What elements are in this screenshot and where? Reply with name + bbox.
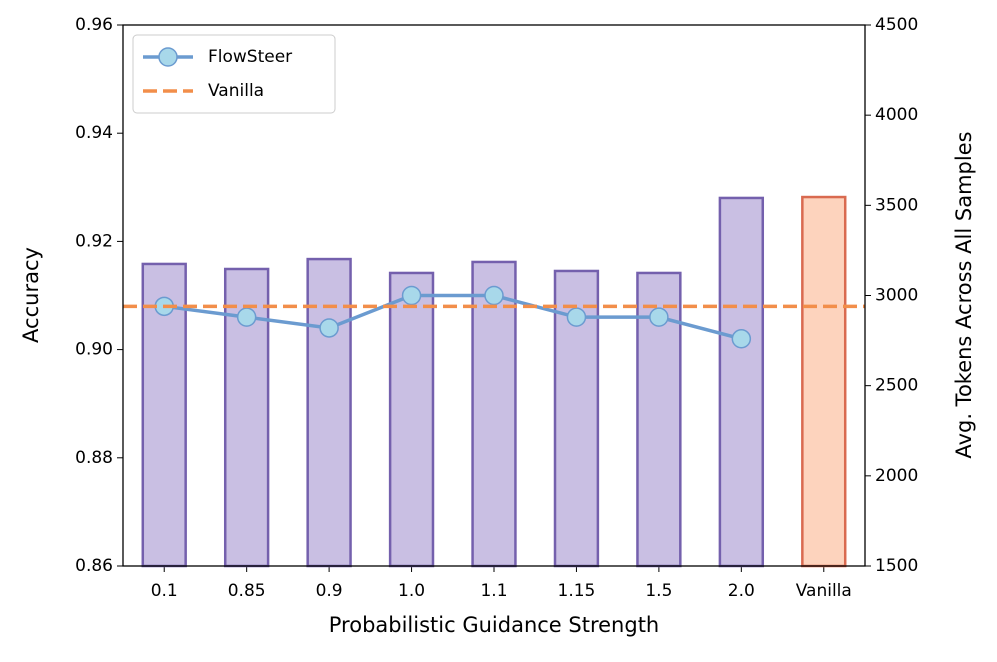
plot-frame [122,24,866,567]
legend-marker [158,47,178,67]
legend-label: Vanilla [208,81,264,101]
y-axis-label: Accuracy [19,247,43,343]
y-tick-label: 0.88 [75,448,113,468]
y-tick-label: 0.94 [75,123,113,143]
legend-label: FlowSteer [208,47,292,67]
y-tick-label: 0.96 [75,15,113,35]
point [566,307,587,327]
point [319,318,339,338]
y2-tick-label: 3500 [875,195,918,215]
x-tick-label: 1.15 [558,581,596,601]
y2-tick-label: 2500 [875,376,918,396]
x-tick-label: 2.0 [728,581,755,601]
point [484,285,504,306]
bar [471,260,517,568]
legend-box [132,34,336,114]
y-tick-label: 0.86 [75,556,113,576]
y2-axis-label: Avg. Tokens Across All Samples [952,131,976,458]
y2-tick-label: 4500 [875,15,918,35]
y-tick-label: 0.92 [75,231,113,251]
x-tick-label: 1.1 [480,581,507,601]
y2-tick-label: 2000 [875,466,918,486]
y2-tick-label: 3000 [875,286,918,306]
x-tick-label: 0.9 [316,581,343,601]
point [731,329,752,349]
bar [801,195,847,568]
y-tick-label: 0.90 [75,340,113,360]
bar [718,196,765,568]
x-tick-label: Vanilla [796,581,852,601]
bar [388,271,435,568]
y2-tick-label: 4000 [875,105,918,125]
x-tick-label: 1.0 [398,581,425,601]
y2-tick-label: 1500 [875,556,918,576]
line [163,293,742,341]
x-tick-label: 0.1 [151,581,178,601]
x-tick-label: 0.85 [228,581,266,601]
point [649,307,669,327]
point [401,285,422,306]
x-axis-label: Probabilistic Guidance Strength [329,613,659,637]
point [236,307,257,327]
x-tick-label: 1.5 [645,581,672,601]
